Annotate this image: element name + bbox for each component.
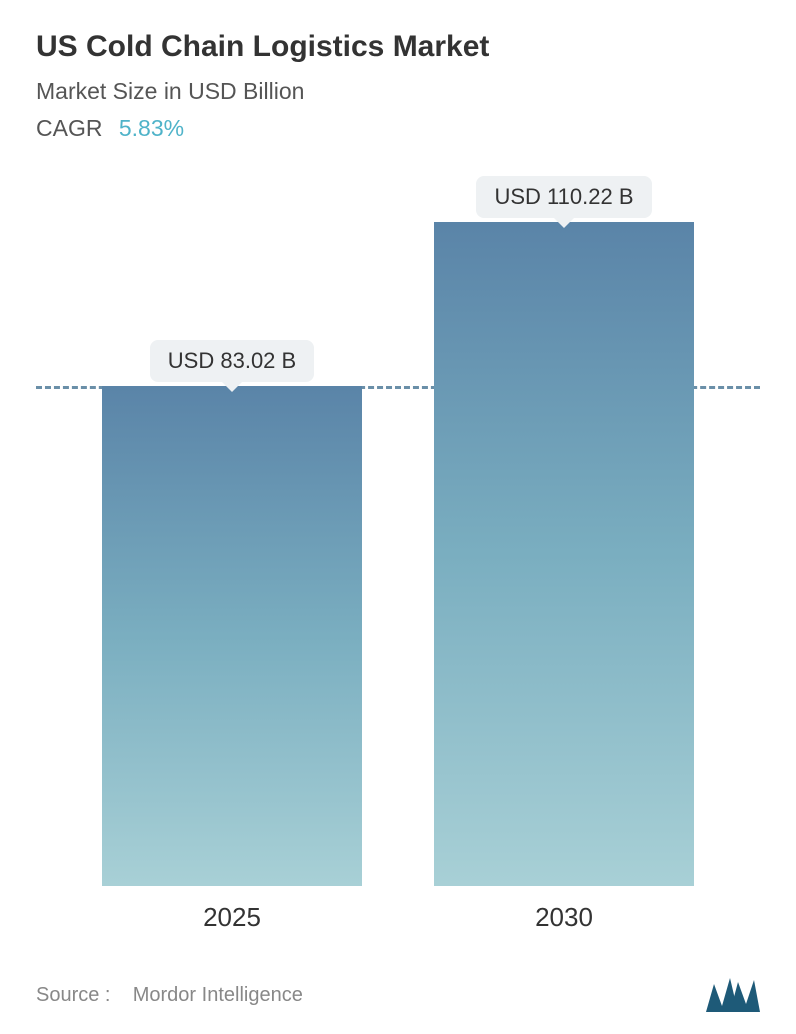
bar-2025 <box>102 386 362 886</box>
bar-group-2025: USD 83.02 B <box>102 340 362 886</box>
x-axis-labels: 2025 2030 <box>36 902 760 933</box>
cagr-label: CAGR <box>36 115 102 141</box>
x-label-2025: 2025 <box>102 902 362 933</box>
mordor-logo-icon <box>706 978 760 1012</box>
value-label-2030: USD 110.22 B <box>476 176 651 218</box>
value-label-2025: USD 83.02 B <box>150 340 314 382</box>
bar-2030 <box>434 222 694 886</box>
bar-group-2030: USD 110.22 B <box>434 176 694 886</box>
chart-area: USD 83.02 B USD 110.22 B <box>36 166 760 886</box>
page-subtitle: Market Size in USD Billion <box>36 78 760 105</box>
cagr-line: CAGR 5.83% <box>36 115 760 142</box>
page-title: US Cold Chain Logistics Market <box>36 30 760 64</box>
source-text: Source : Mordor Intelligence <box>36 984 303 1007</box>
x-label-2030: 2030 <box>434 902 694 933</box>
source-value: Mordor Intelligence <box>133 984 303 1006</box>
bars-container: USD 83.02 B USD 110.22 B <box>36 166 760 886</box>
footer: Source : Mordor Intelligence <box>36 978 760 1012</box>
cagr-value: 5.83% <box>119 115 184 141</box>
source-label: Source : <box>36 984 110 1006</box>
